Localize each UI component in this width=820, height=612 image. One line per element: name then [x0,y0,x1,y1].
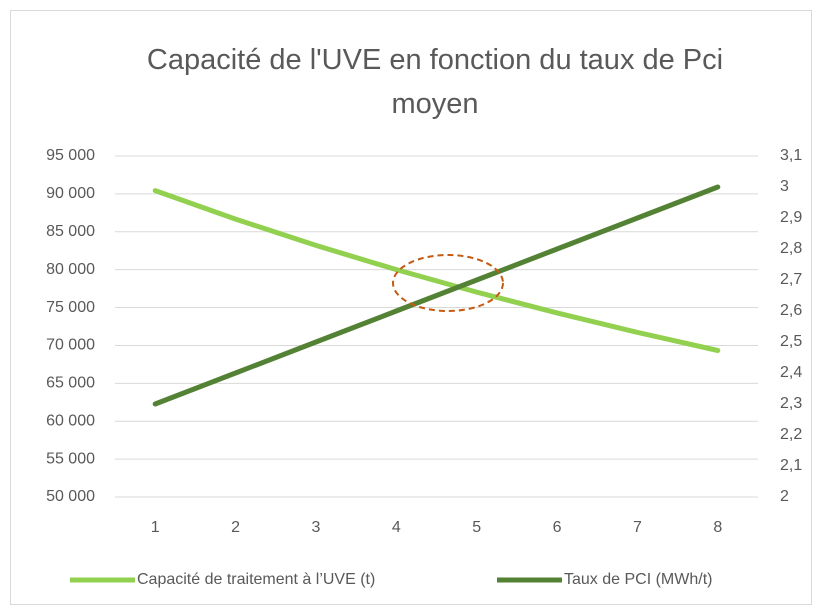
y2-tick-label: 2,8 [780,240,802,257]
y-tick-label: 80 000 [46,261,95,278]
y2-tick-label: 3,1 [780,147,802,164]
x-tick-label: 7 [633,519,642,536]
x-tick-label: 6 [553,519,562,536]
y2-tick-label: 2 [780,488,789,505]
y2-tick-label: 2,5 [780,333,802,350]
x-tick-label: 5 [472,519,481,536]
y2-tick-label: 2,4 [780,364,802,381]
y2-tick-label: 3 [780,178,789,195]
series-line [152,188,721,353]
y-tick-label: 50 000 [46,488,95,505]
y-tick-label: 70 000 [46,337,95,354]
x-tick-label: 3 [311,519,320,536]
x-tick-label: 8 [713,519,722,536]
y2-tick-label: 2,6 [780,302,802,319]
y-tick-label: 55 000 [46,450,95,467]
x-tick-label: 1 [151,519,160,536]
x-tick-label: 2 [231,519,240,536]
y-tick-label: 85 000 [46,223,95,240]
legend-label: Capacité de traitement à l’UVE (t) [137,571,375,588]
y-tick-label: 75 000 [46,299,95,316]
y-tick-label: 65 000 [46,375,95,392]
y-tick-label: 95 000 [46,147,95,164]
x-tick-label: 4 [392,519,401,536]
highlight-ellipse [392,254,504,312]
y2-tick-label: 2,1 [780,457,802,474]
y-tick-label: 90 000 [46,185,95,202]
y2-tick-label: 2,9 [780,209,802,226]
y2-tick-label: 2,7 [780,271,802,288]
legend-label: Taux de PCI (MWh/t) [564,571,712,588]
y2-tick-label: 2,2 [780,426,802,443]
series-line [152,184,721,407]
y-tick-label: 60 000 [46,412,95,429]
chart-title: Capacité de l'UVE en fonction du taux de… [146,44,724,120]
y2-tick-label: 2,3 [780,395,802,412]
